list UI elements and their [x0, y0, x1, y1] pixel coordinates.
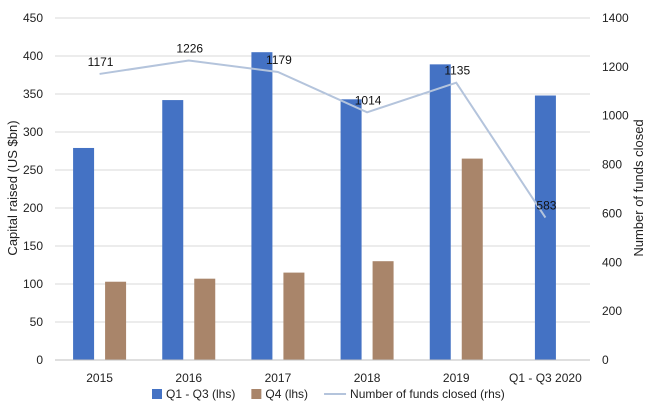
axes: 0 50 100 150 200 250 300 350 400 450 0 200 400 600 800…: [23, 11, 629, 385]
gridlines: [55, 17, 590, 323]
bar: [340, 99, 362, 360]
data-label: 1171: [88, 55, 114, 69]
y2-axis-title: Number of funds closed: [631, 119, 646, 256]
bars: [73, 52, 556, 361]
data-label: 1179: [266, 53, 292, 67]
x-tick-label: 2016: [175, 371, 202, 385]
y2-tick-label: 1200: [602, 60, 629, 74]
y-tick-label: 200: [23, 201, 43, 215]
y2-tick-label: 200: [602, 304, 622, 318]
bar: [534, 95, 556, 361]
legend-swatch: [152, 389, 162, 399]
bar: [461, 158, 483, 360]
y2-tick-label: 800: [602, 158, 622, 172]
y-tick-label: 350: [23, 87, 43, 101]
x-tick-label: 2015: [86, 371, 113, 385]
y2-tick-label: 0: [602, 353, 609, 367]
y-tick-label: 300: [23, 125, 43, 139]
legend-swatch: [251, 389, 262, 399]
y2-tick-label: 400: [602, 255, 622, 269]
y-tick-label: 0: [36, 353, 43, 367]
data-label: 1135: [444, 64, 470, 78]
bar: [162, 100, 184, 360]
legend-label: Number of funds closed (rhs): [350, 387, 505, 401]
y2-tick-label: 600: [602, 206, 622, 220]
bar: [283, 272, 305, 360]
bar: [251, 52, 273, 360]
y-tick-label: 100: [23, 277, 43, 291]
data-label: 1226: [176, 42, 203, 56]
data-label: 583: [536, 199, 556, 213]
bar: [194, 278, 216, 360]
y-tick-label: 400: [23, 49, 43, 63]
y-tick-label: 250: [23, 163, 43, 177]
data-labels: 1171 1226 1179 1014 1135 583: [88, 42, 557, 213]
x-tick-label: Q1 - Q3 2020: [509, 371, 582, 385]
x-tick-label: 2018: [354, 371, 381, 385]
bar: [429, 64, 451, 361]
data-label: 1014: [355, 93, 382, 107]
y-axis-title: Capital raised (US $bn): [5, 120, 20, 255]
y-tick-label: 150: [23, 239, 43, 253]
x-tick-label: 2019: [443, 371, 470, 385]
line-series: [99, 59, 547, 219]
bar: [73, 147, 95, 360]
y2-tick-label: 1400: [602, 11, 629, 25]
legend-label: Q1 - Q3 (lhs): [166, 387, 235, 401]
legend: Q1 - Q3 (lhs) Q4 (lhs) Number of funds clo…: [152, 387, 505, 401]
y-tick-label: 450: [23, 11, 43, 25]
y-tick-label: 50: [30, 315, 44, 329]
bar: [105, 281, 127, 360]
funds-closed-line: [99, 59, 547, 219]
legend-label: Q4 (lhs): [265, 387, 308, 401]
y2-tick-label: 1000: [602, 109, 629, 123]
bar: [372, 261, 394, 360]
x-tick-label: 2017: [265, 371, 292, 385]
